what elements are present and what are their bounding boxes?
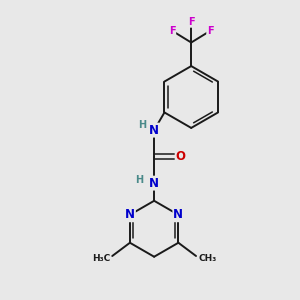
Text: H: H — [135, 175, 143, 184]
Text: F: F — [207, 26, 214, 36]
Text: F: F — [169, 26, 175, 36]
Text: N: N — [173, 208, 183, 221]
Text: F: F — [188, 17, 194, 27]
Text: N: N — [125, 208, 135, 221]
Text: H: H — [138, 120, 146, 130]
Text: CH₃: CH₃ — [198, 254, 217, 263]
Text: H₃C: H₃C — [92, 254, 110, 263]
Text: N: N — [149, 177, 159, 190]
Text: N: N — [149, 124, 159, 136]
Text: O: O — [176, 150, 186, 163]
